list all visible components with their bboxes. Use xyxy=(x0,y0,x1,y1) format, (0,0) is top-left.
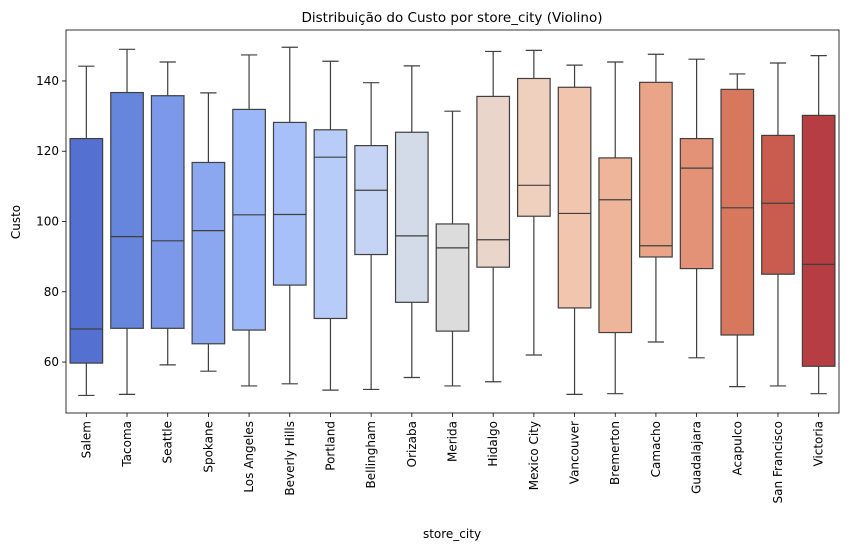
boxes-layer xyxy=(69,46,836,397)
x-tick-label: Merida xyxy=(446,421,460,462)
box-iqr xyxy=(435,223,470,332)
y-tick-label: 120 xyxy=(36,144,59,158)
box-iqr xyxy=(394,131,429,303)
x-tick-label: Orizaba xyxy=(405,421,419,467)
box-iqr xyxy=(69,137,104,364)
box-2 xyxy=(150,61,185,366)
box-12 xyxy=(557,64,592,395)
box-11 xyxy=(516,49,551,356)
x-tick-label: Camacho xyxy=(649,421,663,477)
y-axis-label: Custo xyxy=(9,205,23,239)
box-iqr xyxy=(801,114,836,367)
box-iqr xyxy=(720,88,755,336)
box-16 xyxy=(720,73,755,388)
x-tick-label: Acapulco xyxy=(730,421,744,475)
x-tick-label: Beverly Hills xyxy=(283,421,297,496)
box-iqr xyxy=(110,91,144,329)
box-7 xyxy=(354,82,389,391)
x-axis-label: store_city xyxy=(423,527,481,541)
y-tick-label: 100 xyxy=(36,215,59,229)
x-tick-label: Portland xyxy=(323,421,337,471)
box-iqr xyxy=(516,77,551,217)
x-tick-label: Seattle xyxy=(161,421,175,463)
box-iqr xyxy=(232,108,266,331)
box-18 xyxy=(801,55,836,395)
box-iqr xyxy=(557,86,592,309)
box-5 xyxy=(272,46,307,385)
box-15 xyxy=(679,58,714,359)
box-iqr xyxy=(639,81,673,258)
box-iqr xyxy=(761,134,795,275)
x-tick-label: Bremerton xyxy=(608,421,622,485)
box-iqr xyxy=(598,157,633,334)
x-tick-label: Victoria xyxy=(812,421,826,467)
box-8 xyxy=(394,65,429,379)
x-tick-label: Mexico City xyxy=(527,421,541,490)
box-iqr xyxy=(354,145,389,256)
box-4 xyxy=(232,54,266,387)
box-iqr xyxy=(191,161,226,345)
box-13 xyxy=(598,61,633,395)
box-0 xyxy=(69,65,104,397)
box-iqr xyxy=(476,95,511,268)
x-tick-label: Los Angeles xyxy=(242,421,256,493)
x-tick-label: Guadalajara xyxy=(690,421,704,494)
x-tick-label: Vancouver xyxy=(568,421,582,484)
y-tick-label: 60 xyxy=(44,355,59,369)
chart-title: Distribuição do Custo por store_city (Vi… xyxy=(302,10,603,26)
y-ticks-layer: 60 80 100 120 140 xyxy=(36,74,66,369)
box-iqr xyxy=(150,95,185,329)
plot-frame xyxy=(65,29,840,414)
box-14 xyxy=(639,53,673,343)
y-tick-label: 80 xyxy=(44,285,59,299)
x-tick-label: San Francisco xyxy=(771,421,785,503)
x-tick-label: Hidalgo xyxy=(486,421,500,467)
x-tick-label: Salem xyxy=(79,421,93,458)
y-tick-label: 140 xyxy=(36,74,59,88)
box-iqr xyxy=(679,137,714,270)
x-ticks-layer: Salem Tacoma Seattle Spokane Los Angeles Beve… xyxy=(79,413,826,503)
x-tick-label: Tacoma xyxy=(120,421,134,468)
box-6 xyxy=(313,60,348,391)
x-tick-label: Bellingham xyxy=(364,421,378,489)
box-17 xyxy=(761,62,795,387)
x-tick-label: Spokane xyxy=(201,421,215,473)
box-3 xyxy=(191,92,226,372)
box-10 xyxy=(476,50,511,383)
box-1 xyxy=(110,48,144,395)
box-9 xyxy=(435,110,470,387)
box-iqr xyxy=(313,129,348,320)
box-iqr xyxy=(272,121,307,286)
